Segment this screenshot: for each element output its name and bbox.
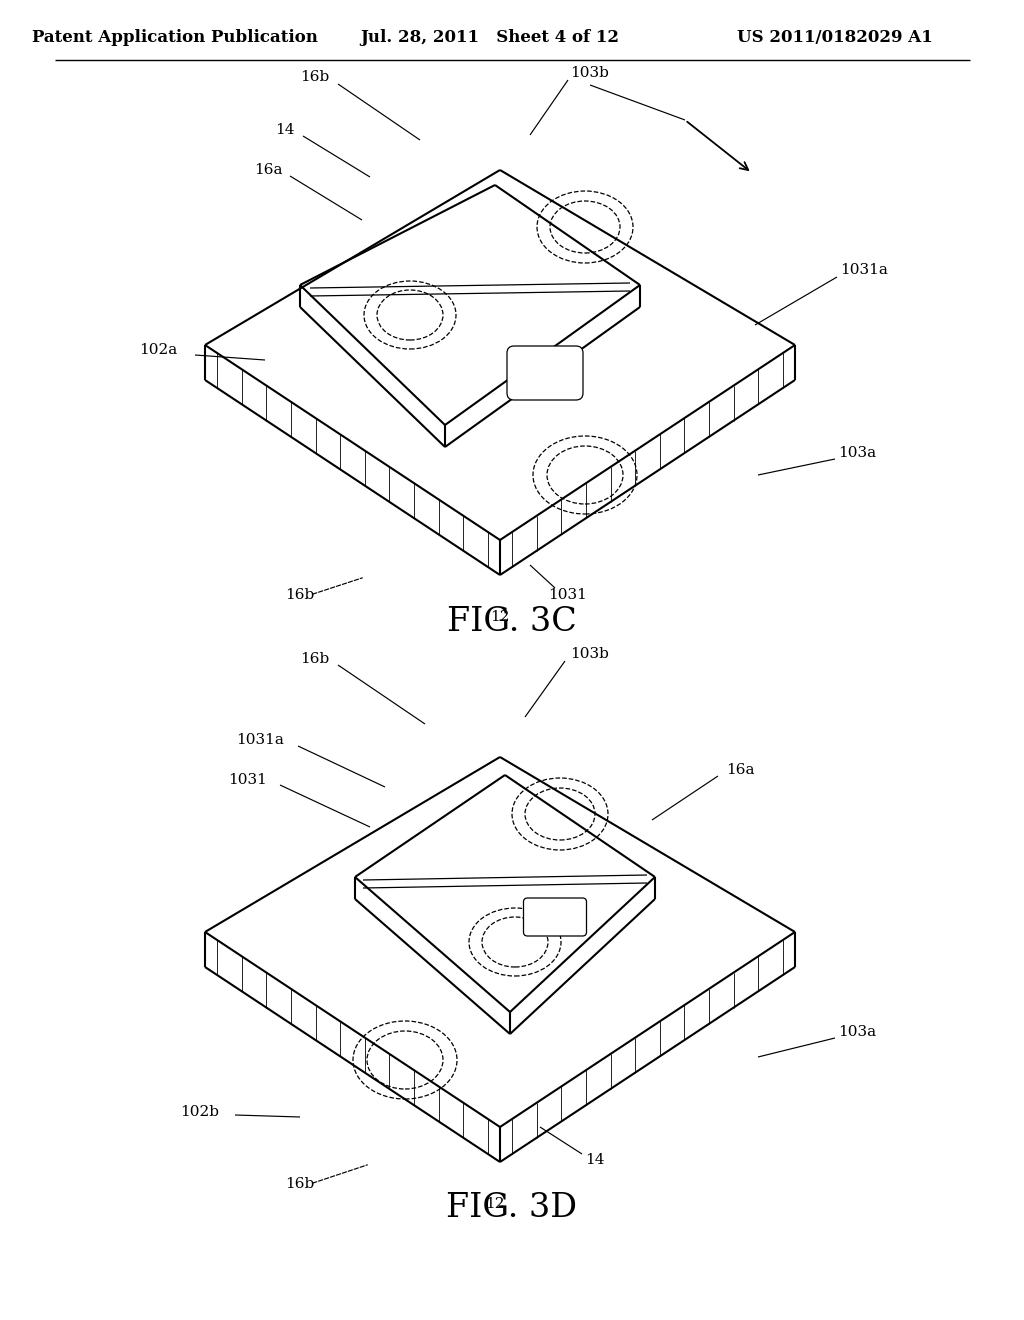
Text: FIG. 3C: FIG. 3C — [447, 606, 577, 638]
Text: 1031: 1031 — [549, 587, 588, 602]
Text: 1031a: 1031a — [840, 263, 888, 277]
Text: Jul. 28, 2011   Sheet 4 of 12: Jul. 28, 2011 Sheet 4 of 12 — [360, 29, 620, 46]
Text: 1031a: 1031a — [237, 733, 284, 747]
Text: Patent Application Publication: Patent Application Publication — [32, 29, 317, 46]
Text: 103b: 103b — [570, 647, 609, 661]
Text: FIG. 3D: FIG. 3D — [446, 1192, 578, 1224]
Text: 102a: 102a — [139, 343, 177, 356]
Text: 14: 14 — [586, 1152, 605, 1167]
Text: 16b: 16b — [300, 652, 330, 667]
Text: 12: 12 — [490, 610, 510, 624]
Text: 14: 14 — [275, 123, 295, 137]
Text: 16b: 16b — [286, 587, 314, 602]
Text: 16b: 16b — [286, 1177, 314, 1191]
Text: US 2011/0182029 A1: US 2011/0182029 A1 — [737, 29, 933, 46]
Text: 103a: 103a — [838, 1026, 877, 1039]
FancyBboxPatch shape — [507, 346, 583, 400]
Text: 102b: 102b — [180, 1105, 219, 1119]
FancyBboxPatch shape — [523, 898, 587, 936]
Text: 12: 12 — [485, 1197, 505, 1210]
Text: 103b: 103b — [570, 66, 609, 81]
Text: 16a: 16a — [254, 162, 283, 177]
Text: 16b: 16b — [300, 70, 330, 84]
Text: 1031: 1031 — [228, 774, 267, 787]
Text: 16a: 16a — [726, 763, 755, 777]
Text: 103a: 103a — [838, 446, 877, 459]
